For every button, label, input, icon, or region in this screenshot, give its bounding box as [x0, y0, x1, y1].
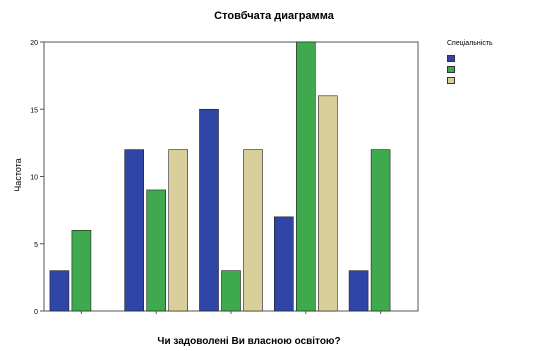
y-tick-label: 10	[30, 175, 38, 182]
bar	[71, 230, 92, 312]
legend-title: Спеціальність	[447, 40, 493, 47]
bar	[199, 108, 219, 312]
legend-swatch	[447, 76, 455, 84]
bar	[168, 149, 188, 312]
legend: Спеціальність	[447, 40, 493, 86]
legend-item	[447, 53, 493, 63]
x-axis-label: Чи задоволені Ви власною освітою?	[157, 336, 341, 347]
y-tick-label: 15	[30, 107, 38, 114]
bar	[124, 149, 144, 312]
bar	[49, 270, 70, 312]
bar	[370, 149, 391, 312]
bar	[221, 270, 241, 312]
bar	[295, 41, 316, 312]
legend-swatch	[447, 65, 455, 73]
bar	[273, 216, 294, 312]
chart-title: Стовбчата диаграмма	[214, 10, 334, 22]
y-tick-label: 20	[30, 40, 38, 47]
legend-swatch	[447, 54, 455, 62]
y-axis-label: Частота	[13, 158, 23, 192]
legend-item	[447, 75, 493, 85]
bar	[317, 95, 338, 312]
y-tick-label: 5	[34, 242, 38, 249]
legend-items	[447, 53, 493, 85]
bar	[243, 149, 263, 312]
bar	[146, 189, 166, 312]
y-tick-label: 0	[34, 309, 38, 316]
legend-item	[447, 64, 493, 74]
bar	[348, 270, 369, 312]
